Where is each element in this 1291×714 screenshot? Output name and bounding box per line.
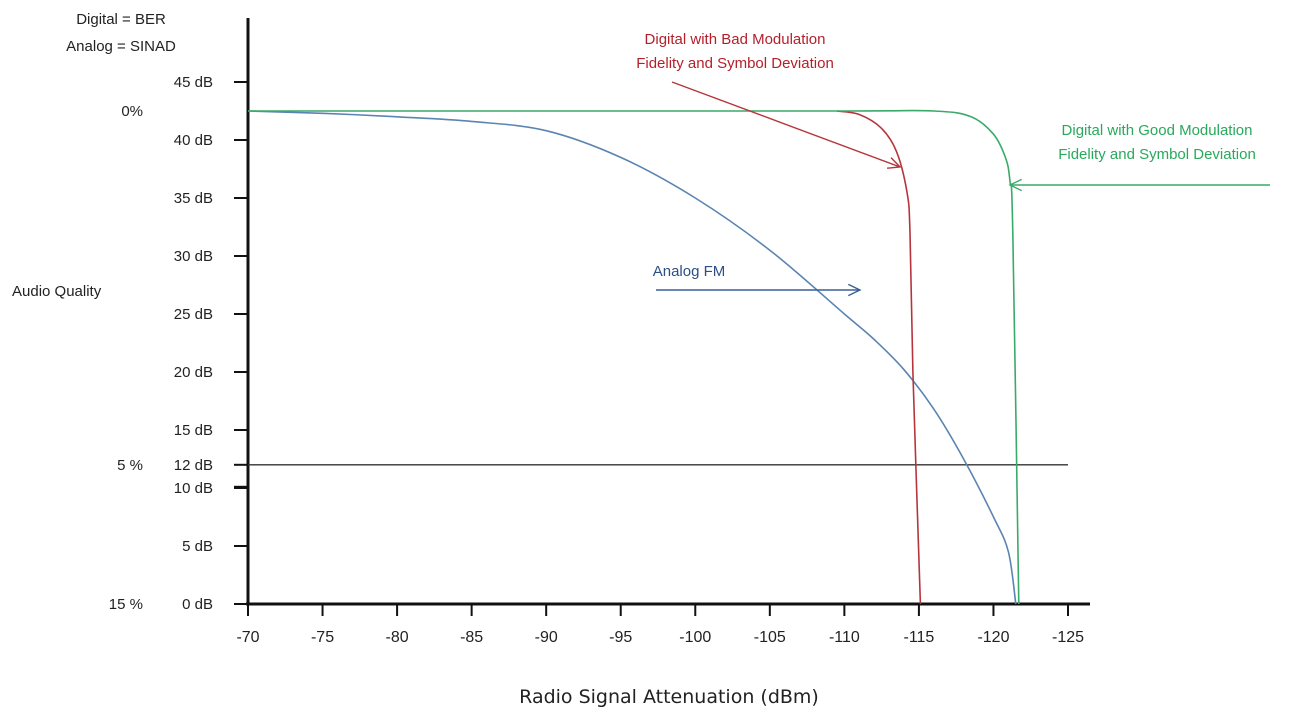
x-tick-label-70: -70	[236, 629, 259, 646]
annotation-digital-good-text-0: Digital with Good Modulation	[1062, 122, 1253, 139]
y-tick-label-5: 5 dB	[182, 538, 213, 555]
ber-label-15: 15 %	[109, 596, 143, 613]
x-tick-label-90: -90	[535, 629, 558, 646]
series-line-digital-good	[248, 109, 1020, 605]
legend-note-analog: Analog = SINAD	[66, 38, 176, 55]
y-tick-label-15: 15 dB	[174, 422, 213, 439]
annotation-digital-bad-arrow-head	[886, 157, 902, 169]
series-group	[247, 109, 1020, 605]
y-tick-label-12: 12 dB	[174, 457, 213, 474]
ber-labels: 0% 5 % 15 %	[109, 103, 143, 613]
x-tick-label-100: -100	[679, 629, 711, 646]
y-tick-label-30: 30 dB	[174, 248, 213, 265]
series-line-analog-fm	[247, 110, 1017, 605]
x-tick-label-120: -120	[977, 629, 1009, 646]
y-tick-label-25: 25 dB	[174, 306, 213, 323]
annotation-digital-bad-arrow-shaft	[671, 81, 901, 168]
annotation-digital-good-text-1: Fidelity and Symbol Deviation	[1058, 146, 1256, 163]
series-line-digital-bad	[836, 110, 922, 605]
annotations-group: Analog FM Digital with Bad Modulation Fide…	[636, 31, 1270, 297]
y-tick-label-40: 40 dB	[174, 132, 213, 149]
annotation-digital-good-arrow-head	[1008, 178, 1023, 192]
ber-label-0: 0%	[121, 103, 143, 120]
annotation-digital-bad-text-0: Digital with Bad Modulation	[645, 31, 826, 48]
y-tick-label-20: 20 dB	[174, 364, 213, 381]
x-tick-label-125: -125	[1052, 629, 1084, 646]
x-axis-label: Radio Signal Attenuation (dBm)	[519, 686, 819, 708]
y-tick-label-45: 45 dB	[174, 74, 213, 91]
x-axis-ticks: -70 -75 -80 -85 -90 -95 -100 -105 -110 -115 -120 -1…	[236, 604, 1084, 646]
annotation-analog-fm-arrow-head	[847, 283, 862, 297]
y-tick-label-0: 0 dB	[182, 596, 213, 613]
y-tick-label-35: 35 dB	[174, 190, 213, 207]
y-axis-label: Audio Quality	[12, 283, 102, 300]
ber-label-5: 5 %	[117, 457, 143, 474]
x-tick-label-80: -80	[386, 629, 409, 646]
x-tick-label-85: -85	[460, 629, 483, 646]
annotation-digital-bad-text-1: Fidelity and Symbol Deviation	[636, 55, 834, 72]
y-tick-label-10: 10 dB	[174, 480, 213, 497]
x-tick-label-110: -110	[829, 629, 860, 646]
x-tick-label-115: -115	[903, 629, 934, 646]
y-axis-ticks: 45 dB 40 dB 35 dB 30 dB 25 dB 20 dB 15 dB 12 dB…	[174, 74, 248, 613]
annotation-analog-fm-text-0: Analog FM	[653, 263, 726, 280]
x-tick-label-105: -105	[754, 629, 786, 646]
x-tick-label-95: -95	[609, 629, 632, 646]
x-tick-label-75: -75	[311, 629, 334, 646]
legend-note-digital: Digital = BER	[76, 11, 166, 28]
